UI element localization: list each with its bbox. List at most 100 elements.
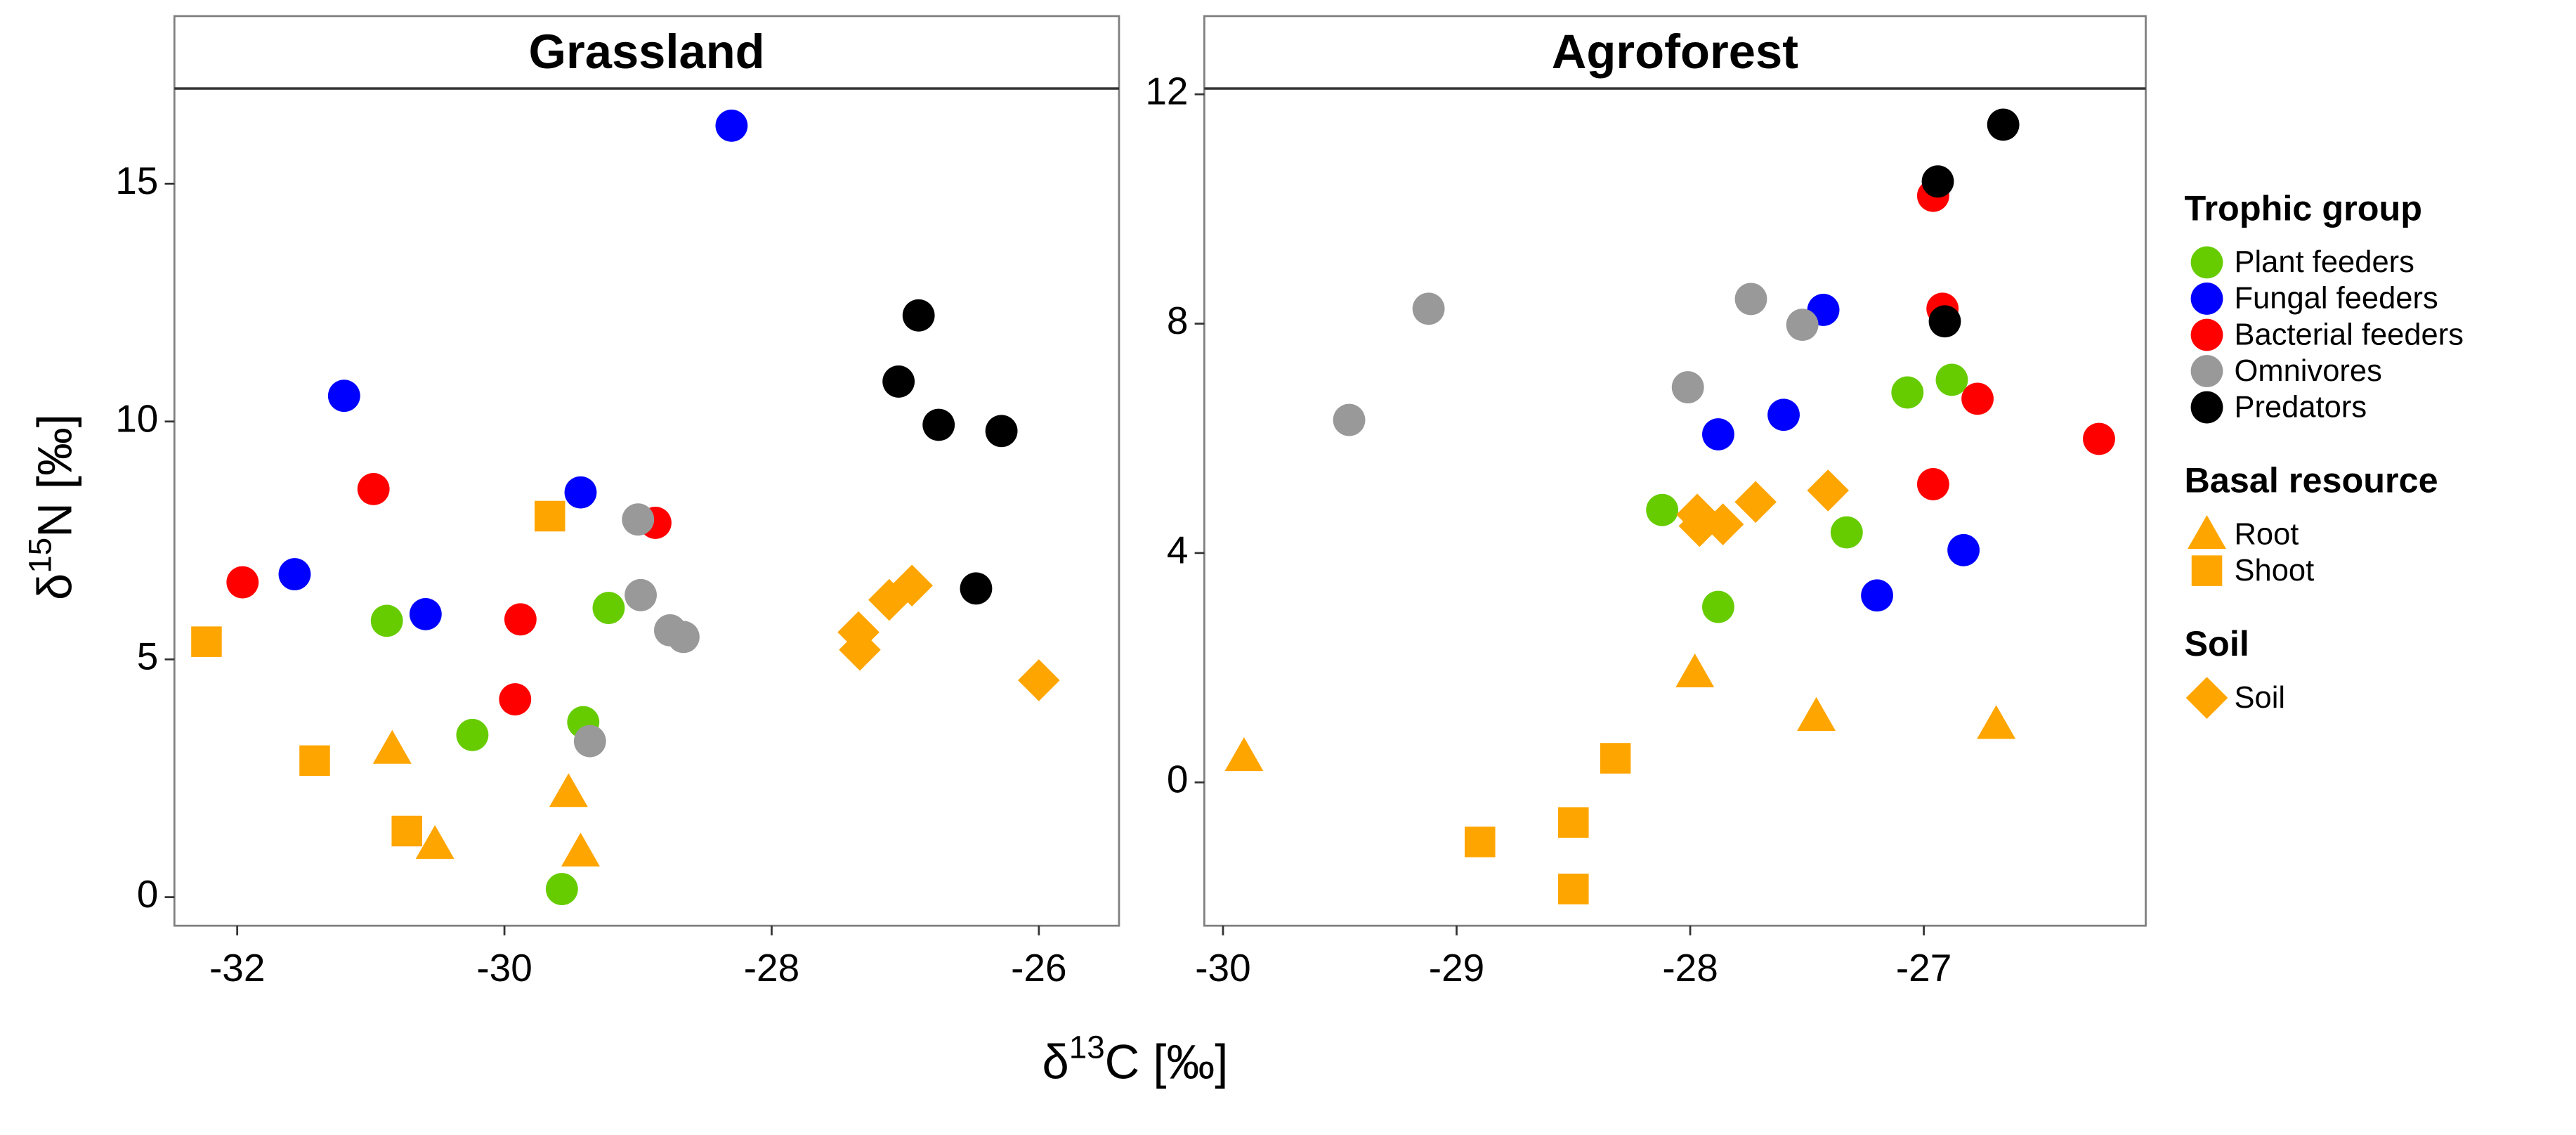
legend-marker (2190, 391, 2223, 424)
point (1333, 403, 1366, 436)
x-axis-label: δ13C [‰] (1042, 1030, 1228, 1089)
x-tick-label: -26 (1011, 946, 1066, 990)
y-label-part: δ (28, 573, 82, 600)
x-label-part: C [‰] (1105, 1035, 1229, 1089)
point (1947, 533, 1980, 566)
y-tick-label: 0 (137, 872, 159, 916)
point (622, 503, 655, 536)
x-label-sup: 13 (1069, 1030, 1105, 1065)
point (534, 500, 565, 532)
point (1928, 305, 1961, 338)
panel (1203, 15, 2147, 927)
y-tick-label: 0 (1167, 758, 1189, 801)
point (370, 604, 403, 637)
point (1465, 826, 1496, 857)
point (1734, 481, 1777, 524)
point (667, 621, 700, 654)
panel-title: Agroforest (1552, 25, 1798, 79)
legend-label: Predators (2234, 390, 2367, 424)
panel (173, 15, 1120, 927)
x-tick-label: -29 (1429, 946, 1484, 990)
y-tick-label: 10 (115, 396, 158, 440)
point (1961, 382, 1994, 415)
point (545, 873, 578, 905)
point (549, 773, 588, 808)
y-tick-label: 8 (1167, 299, 1189, 342)
legend-marker (2190, 318, 2223, 351)
point (1224, 737, 1264, 772)
point (299, 745, 330, 777)
point (409, 597, 442, 630)
legend-marker (2185, 677, 2228, 719)
legend-label: Plant feeders (2234, 245, 2414, 279)
point (1734, 283, 1767, 316)
y-axis-label: δ15N [‰] (22, 414, 82, 600)
point (1600, 743, 1631, 774)
legend-label: Bacterial feeders (2234, 318, 2464, 351)
point (1702, 590, 1734, 623)
point (499, 683, 532, 715)
legend-title: Basal resource (2184, 460, 2438, 500)
point (561, 832, 600, 867)
panel-title: Grassland (529, 25, 765, 79)
point (1830, 516, 1863, 549)
x-tick-label: -32 (209, 946, 265, 990)
x-tick-label: -27 (1896, 946, 1951, 990)
point (1977, 705, 2016, 739)
y-tick-label: 5 (137, 635, 159, 678)
point (1702, 418, 1734, 450)
point (1807, 469, 1850, 512)
point (960, 572, 993, 605)
legend-marker (2188, 515, 2227, 550)
legend-label: Omnivores (2234, 354, 2381, 388)
point (1987, 108, 2020, 141)
point (2083, 422, 2115, 455)
point (922, 408, 955, 441)
point (1558, 807, 1589, 838)
point (1916, 468, 1949, 500)
point (1786, 309, 1819, 342)
point (1412, 292, 1445, 325)
point (592, 592, 625, 624)
x-tick-label: -28 (744, 946, 799, 990)
point (415, 824, 455, 860)
point (372, 729, 412, 764)
point (327, 380, 360, 413)
point (1678, 505, 1721, 547)
x-tick-label: -30 (476, 946, 532, 990)
point (625, 578, 657, 611)
point (985, 415, 1018, 448)
x-label-part: δ (1042, 1035, 1068, 1089)
point (1935, 363, 1968, 396)
legend-marker (2190, 355, 2223, 387)
point (839, 628, 881, 671)
legend-label: Root (2234, 517, 2299, 551)
legend-marker (2190, 283, 2223, 315)
point (1675, 653, 1715, 688)
point (1701, 503, 1744, 545)
point (902, 299, 935, 332)
point (1671, 371, 1704, 403)
y-tick-label: 15 (115, 159, 158, 202)
point (1861, 579, 1893, 612)
point (391, 815, 422, 847)
legend-marker (2191, 555, 2223, 586)
legend-label: Soil (2234, 681, 2285, 715)
point (456, 718, 489, 751)
point (1921, 165, 1954, 198)
point (357, 472, 390, 505)
point (715, 109, 748, 142)
point (573, 725, 606, 758)
x-tick-label: -30 (1195, 946, 1250, 990)
point (191, 626, 222, 657)
legend-label: Shoot (2234, 554, 2314, 588)
point (882, 365, 915, 398)
point (1558, 874, 1589, 904)
point (1797, 696, 1836, 732)
y-tick-label: 4 (1167, 528, 1189, 571)
point (278, 558, 311, 590)
point (226, 566, 259, 599)
y-tick-label: 12 (1145, 70, 1188, 113)
